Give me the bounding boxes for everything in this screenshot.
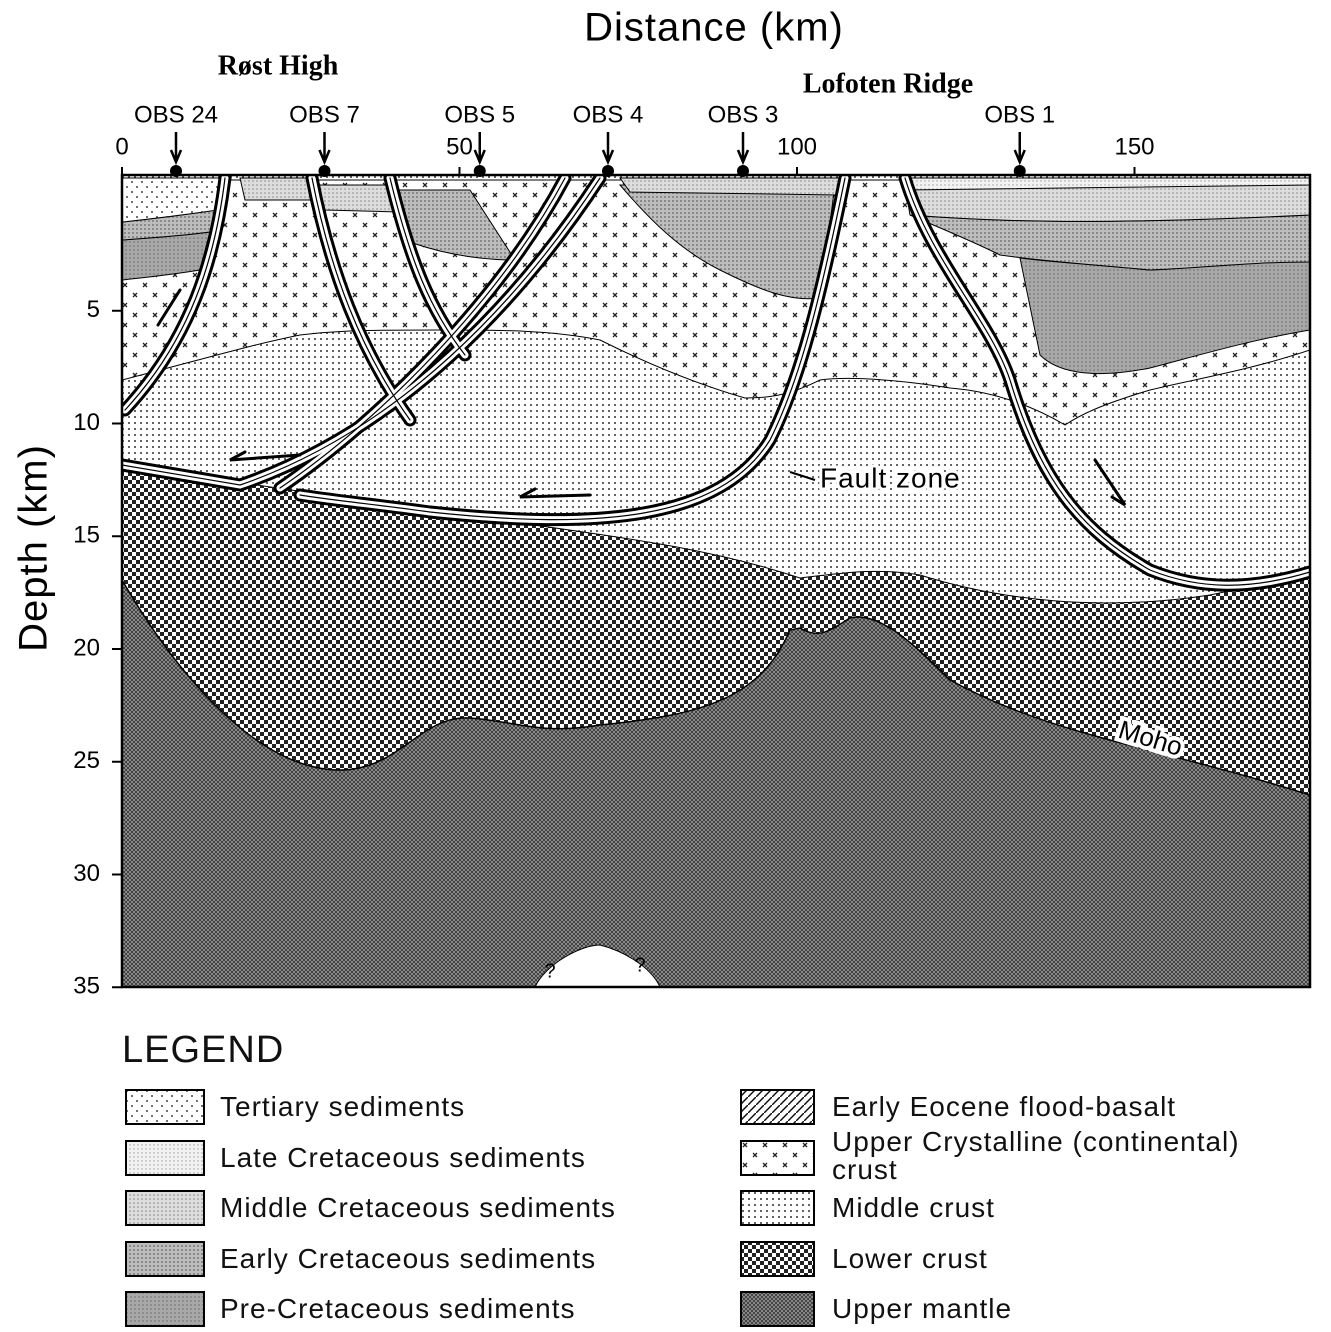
- x-tick-label: 100: [777, 133, 817, 160]
- swatch-fill: [126, 1242, 204, 1276]
- annotation: ?: [634, 954, 645, 976]
- cross-section: Distance (km) Depth (km) Røst High Lofot…: [0, 0, 1331, 1040]
- y-tick-label: 15: [73, 522, 100, 549]
- legend-label: Upper Crystalline (continental) crust: [832, 1128, 1302, 1184]
- legend-swatch: [740, 1190, 815, 1226]
- geology: [122, 175, 1310, 987]
- swatch-fill: [741, 1141, 814, 1175]
- station-label: OBS 3: [708, 101, 779, 128]
- legend-swatch: [125, 1291, 205, 1327]
- swatch-fill: [741, 1090, 814, 1124]
- legend-swatch: [740, 1140, 815, 1176]
- x-tick-label: 150: [1114, 133, 1154, 160]
- legend-label: Middle crust: [832, 1194, 1322, 1222]
- station-arrow: [475, 132, 485, 162]
- legend-label: Middle Cretaceous sediments: [220, 1194, 720, 1222]
- legend-title: LEGEND: [122, 1030, 284, 1070]
- station-label: OBS 7: [289, 101, 360, 128]
- swatch-fill: [741, 1292, 814, 1326]
- swatch-fill: [126, 1292, 204, 1326]
- legend-swatch: [125, 1089, 205, 1125]
- station-label: OBS 5: [444, 101, 515, 128]
- annotation: Fault zone: [820, 462, 961, 493]
- station-label: OBS 4: [573, 101, 644, 128]
- legend-swatch: [125, 1241, 205, 1277]
- legend-swatch: [125, 1190, 205, 1226]
- swatch-fill: [126, 1090, 204, 1124]
- legend-label: Pre-Cretaceous sediments: [220, 1295, 720, 1323]
- swatch-fill: [126, 1191, 204, 1225]
- y-tick-label: 35: [73, 973, 100, 1000]
- legend-label: Early Cretaceous sediments: [220, 1245, 720, 1273]
- legend-swatch: [125, 1140, 205, 1176]
- y-axis-title: Depth (km): [12, 444, 56, 652]
- legend-swatch: [740, 1241, 815, 1277]
- legend-label: Early Eocene flood-basalt: [832, 1093, 1322, 1121]
- station-arrow: [320, 132, 330, 162]
- legend-label: Lower crust: [832, 1245, 1322, 1273]
- y-tick-label: 5: [87, 296, 100, 323]
- station: [1014, 165, 1026, 177]
- legend-swatch: [740, 1089, 815, 1125]
- station-label: OBS 24: [134, 101, 218, 128]
- place-label: Lofoten Ridge: [803, 68, 973, 99]
- legend-label: Tertiary sediments: [220, 1093, 720, 1121]
- x-tick-label: 0: [115, 133, 128, 160]
- station-label: OBS 1: [984, 101, 1055, 128]
- legend-label: Upper mantle: [832, 1295, 1322, 1323]
- y-tick-label: 20: [73, 634, 100, 661]
- station-arrow: [171, 132, 181, 162]
- swatch-fill: [741, 1242, 814, 1276]
- swatch-fill: [741, 1191, 814, 1225]
- y-tick-label: 25: [73, 747, 100, 774]
- station-arrow: [603, 132, 613, 162]
- station: [737, 165, 749, 177]
- y-tick-label: 10: [73, 409, 100, 436]
- place-label: Røst High: [218, 50, 339, 81]
- station: [602, 165, 614, 177]
- y-tick-label: 30: [73, 860, 100, 887]
- station: [319, 165, 331, 177]
- station: [474, 165, 486, 177]
- x-tick-label: 50: [446, 133, 473, 160]
- swatch-fill: [126, 1141, 204, 1175]
- x-axis-title: Distance (km): [584, 6, 844, 50]
- page: Distance (km) Depth (km) Røst High Lofot…: [0, 0, 1331, 1332]
- legend-label: Late Cretaceous sediments: [220, 1144, 720, 1172]
- annotation: ?: [544, 960, 555, 982]
- station-arrow: [1015, 132, 1025, 162]
- station-arrow: [738, 132, 748, 162]
- legend-swatch: [740, 1291, 815, 1327]
- station: [170, 165, 182, 177]
